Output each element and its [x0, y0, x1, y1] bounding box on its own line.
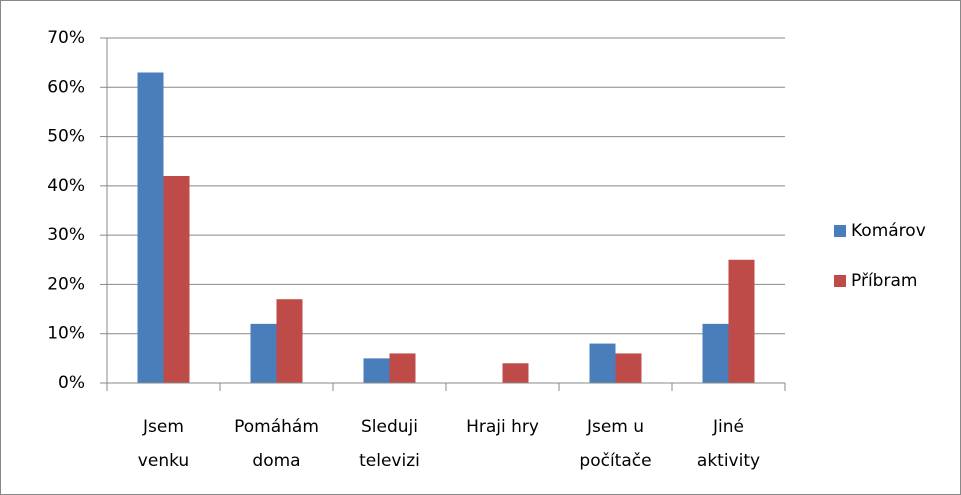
y-tick-label: 10% [47, 324, 85, 344]
bar [702, 323, 729, 383]
y-tick-label: 0% [58, 373, 85, 393]
bar [137, 72, 164, 383]
x-tick-label: Jsem u [586, 417, 644, 437]
bar [250, 323, 277, 383]
x-tick-label: Hraji hry [466, 417, 539, 437]
y-tick-label: 50% [47, 127, 85, 147]
x-tick-label: počítače [579, 451, 651, 471]
legend-swatch [834, 225, 846, 237]
bar [589, 343, 616, 383]
legend-label: Komárov [851, 221, 926, 241]
x-tick-label: doma [252, 451, 300, 471]
bar [502, 363, 529, 383]
x-tick-label: Jsem [142, 417, 184, 437]
x-tick-label: Sleduji [361, 417, 418, 437]
y-tick-label: 20% [47, 274, 85, 294]
legend-label: Příbram [851, 271, 917, 291]
bar [728, 259, 755, 383]
x-tick-label: Jiné [712, 417, 744, 437]
y-tick-label: 60% [47, 77, 85, 97]
y-tick-label: 70% [47, 28, 85, 48]
bar [363, 358, 390, 383]
bar [389, 353, 416, 383]
y-tick-label: 40% [47, 176, 85, 196]
bar [276, 299, 303, 383]
legend-swatch [834, 275, 846, 287]
bar [163, 176, 190, 383]
bar [615, 353, 642, 383]
x-tick-label: aktivity [697, 451, 760, 471]
y-tick-label: 30% [47, 225, 85, 245]
x-tick-label: Pomáhám [234, 417, 319, 437]
x-tick-label: televizi [359, 451, 420, 471]
x-tick-label: venku [138, 451, 189, 471]
